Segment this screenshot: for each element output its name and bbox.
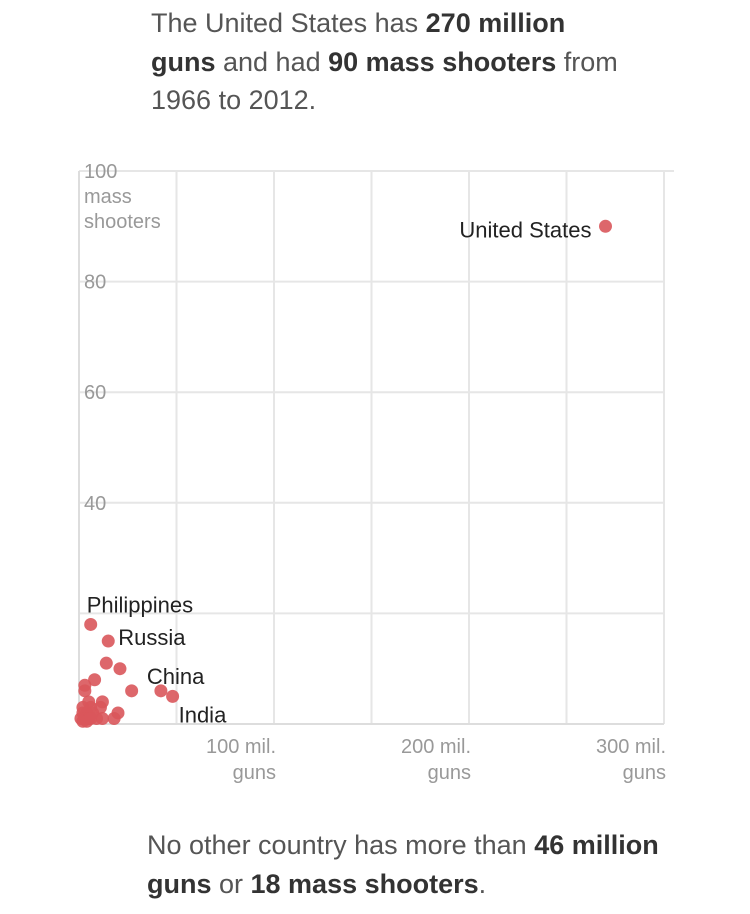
data-point-united-states <box>599 219 612 233</box>
y-tick-label: 80 <box>84 272 106 294</box>
footer-guns-highlight: 46 million guns <box>147 830 659 899</box>
y-tick-label-line: 80 <box>84 272 106 294</box>
headline-text-1: The United States has <box>151 8 426 38</box>
data-point-philippines <box>84 617 98 631</box>
x-tick-label-line: guns <box>623 762 666 784</box>
point-labels: United States Philippines Russia China India <box>87 217 592 727</box>
data-point-russia <box>101 634 115 648</box>
x-tick-label-line: guns <box>233 762 276 784</box>
y-tick-label: 100 mass shooters <box>84 161 161 233</box>
y-axis-labels: 100 mass shooters 80 60 40 <box>84 161 161 515</box>
data-point <box>113 662 127 676</box>
point-label-india: India <box>179 702 227 727</box>
x-tick-label-line: 300 mil. <box>596 736 666 758</box>
x-tick-label: 300 mil. guns <box>596 736 666 784</box>
data-point <box>95 711 109 725</box>
point-label-philippines: Philippines <box>87 592 193 617</box>
x-tick-label: 100 mil. guns <box>206 736 276 784</box>
data-point <box>99 656 113 670</box>
y-tick-label-line: 100 <box>84 161 117 183</box>
data-points <box>74 219 612 728</box>
headline-shooters-highlight: 90 mass shooters <box>328 46 557 77</box>
y-tick-label: 40 <box>84 493 106 515</box>
y-tick-label-line: 60 <box>84 382 106 404</box>
headline-text-3: from 1966 to 2012. <box>151 46 618 116</box>
y-tick-label-line: mass <box>84 186 132 208</box>
x-tick-label-line: 100 mil. <box>206 736 276 758</box>
data-point <box>125 684 139 698</box>
chart-axes <box>78 171 664 725</box>
headline-guns-highlight: 270 million guns <box>151 8 566 77</box>
footer-shooters-highlight: 18 mass shooters <box>250 868 479 899</box>
footer-note: No other country has more than 46 millio… <box>147 826 707 903</box>
point-label-russia: Russia <box>118 625 186 650</box>
headline: The United States has 270 million guns a… <box>151 4 621 120</box>
x-tick-label-line: guns <box>428 762 471 784</box>
x-axis-labels: 100 mil. guns 200 mil. guns 300 mil. guns <box>206 736 666 784</box>
data-point-india <box>166 689 180 703</box>
data-point <box>107 711 121 725</box>
data-point <box>84 711 98 725</box>
y-tick-label: 60 <box>84 382 106 404</box>
data-point <box>78 684 92 698</box>
point-label-united-states: United States <box>459 217 591 242</box>
y-tick-label-line: shooters <box>84 211 161 233</box>
footer-text-3: . <box>478 868 487 899</box>
y-tick-label-line: 40 <box>84 493 106 515</box>
data-point-china <box>154 684 168 698</box>
footer-text-2: or <box>211 868 251 899</box>
headline-text-2: and had <box>215 46 329 77</box>
footer-text-1: No other country has more than <box>147 830 535 860</box>
x-tick-label-line: 200 mil. <box>401 736 471 758</box>
x-tick-label: 200 mil. guns <box>401 736 471 784</box>
point-label-china: China <box>147 664 205 689</box>
data-point <box>88 673 102 687</box>
chart-grid <box>79 170 674 724</box>
